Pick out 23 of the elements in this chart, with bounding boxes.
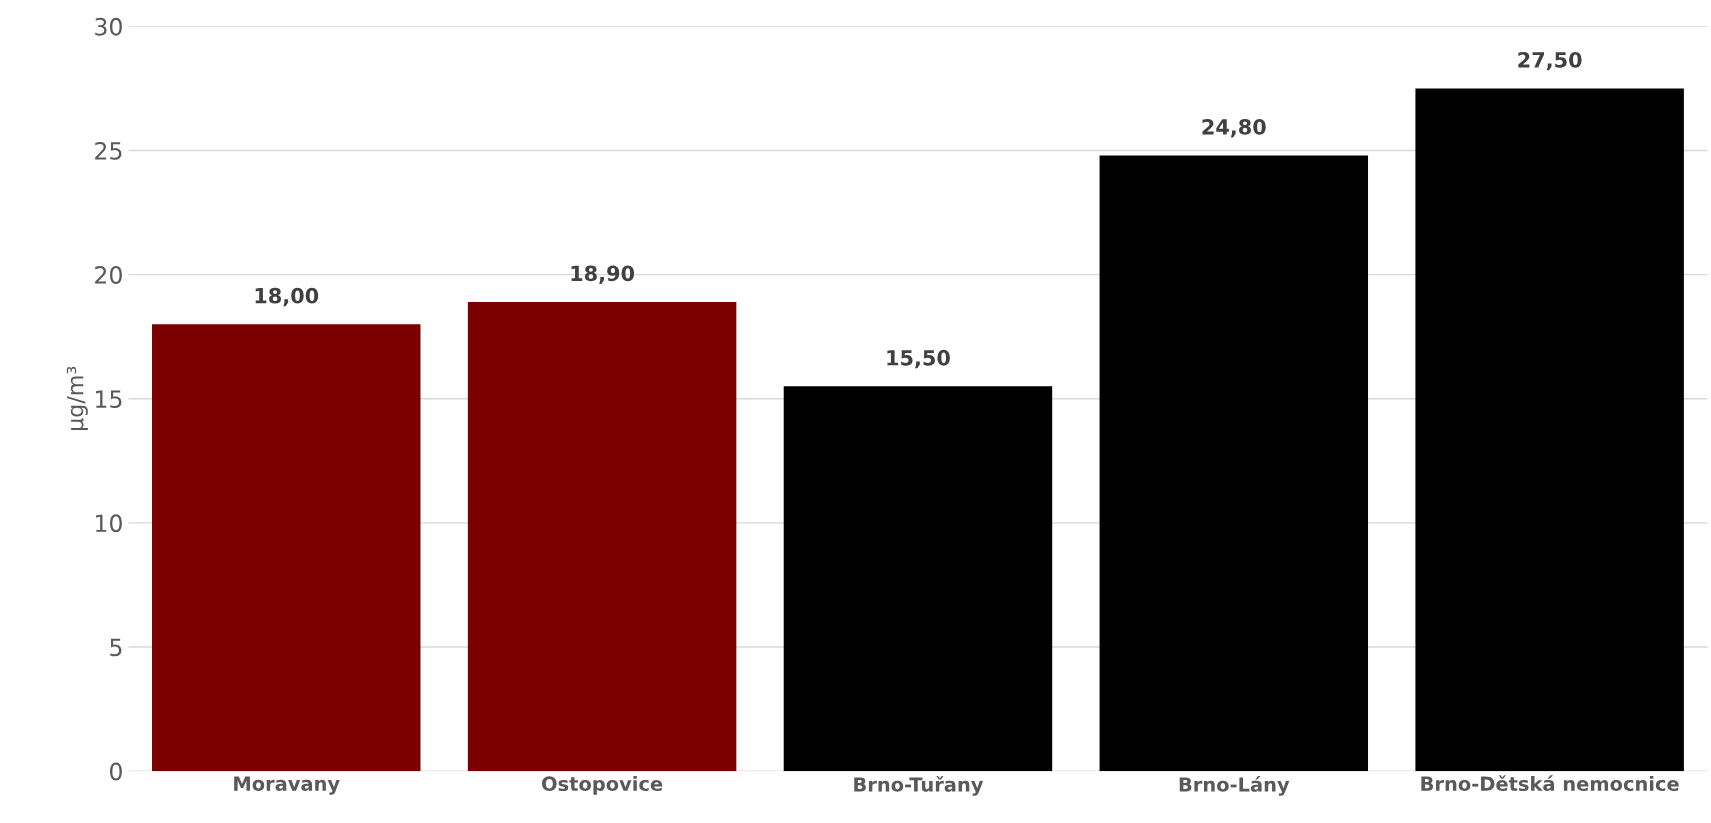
data-label: 15,50 — [887, 349, 950, 369]
bar — [1099, 155, 1369, 772]
data-label: 18,90 — [571, 265, 635, 284]
y-tick-label: 25 — [95, 141, 122, 160]
y-tick-label: 0 — [110, 762, 122, 781]
bar — [152, 324, 421, 772]
y-tick-label: 30 — [95, 17, 122, 36]
y-tick-label: 10 — [96, 514, 122, 533]
y-axis-title: µg/m³ — [66, 366, 88, 430]
data-label: 27,50 — [1518, 51, 1582, 71]
bar — [1415, 88, 1684, 772]
x-tick-label: Ostopovice — [542, 776, 663, 795]
x-tick-label: Brno-Dětská nemocnice — [1421, 775, 1679, 792]
y-tick-label: 20 — [95, 266, 122, 284]
bar — [467, 301, 737, 772]
x-tick-label: Brno-Lány — [1179, 776, 1290, 796]
y-tick-label: 5 — [110, 638, 122, 657]
data-label: 18,00 — [255, 287, 319, 307]
bar — [783, 386, 1053, 772]
x-tick-label: Brno-Tuřany — [854, 776, 984, 796]
y-tick-label: 15 — [96, 390, 122, 409]
data-label: 24,80 — [1202, 118, 1266, 138]
x-tick-label: Moravany — [234, 776, 340, 795]
